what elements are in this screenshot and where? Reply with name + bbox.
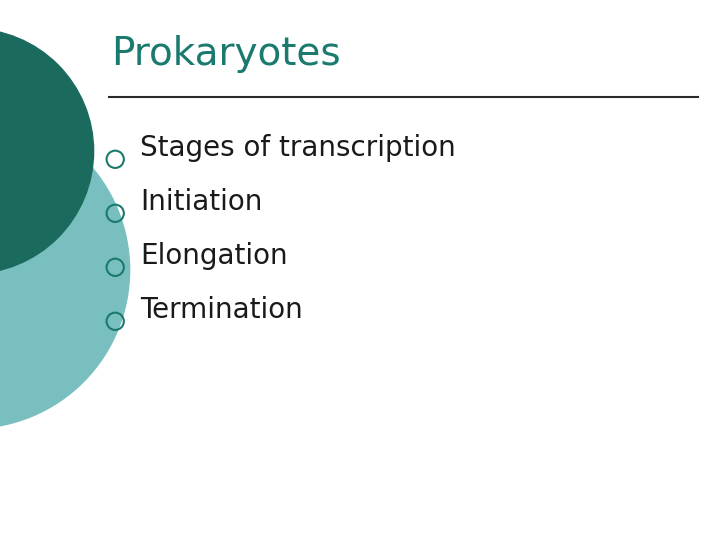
Text: Stages of transcription: Stages of transcription (140, 134, 456, 162)
Ellipse shape (0, 29, 94, 274)
Text: Initiation: Initiation (140, 188, 263, 216)
Text: Termination: Termination (140, 296, 303, 324)
Text: Elongation: Elongation (140, 242, 288, 270)
Ellipse shape (0, 112, 130, 428)
Text: Prokaryotes: Prokaryotes (112, 35, 341, 73)
